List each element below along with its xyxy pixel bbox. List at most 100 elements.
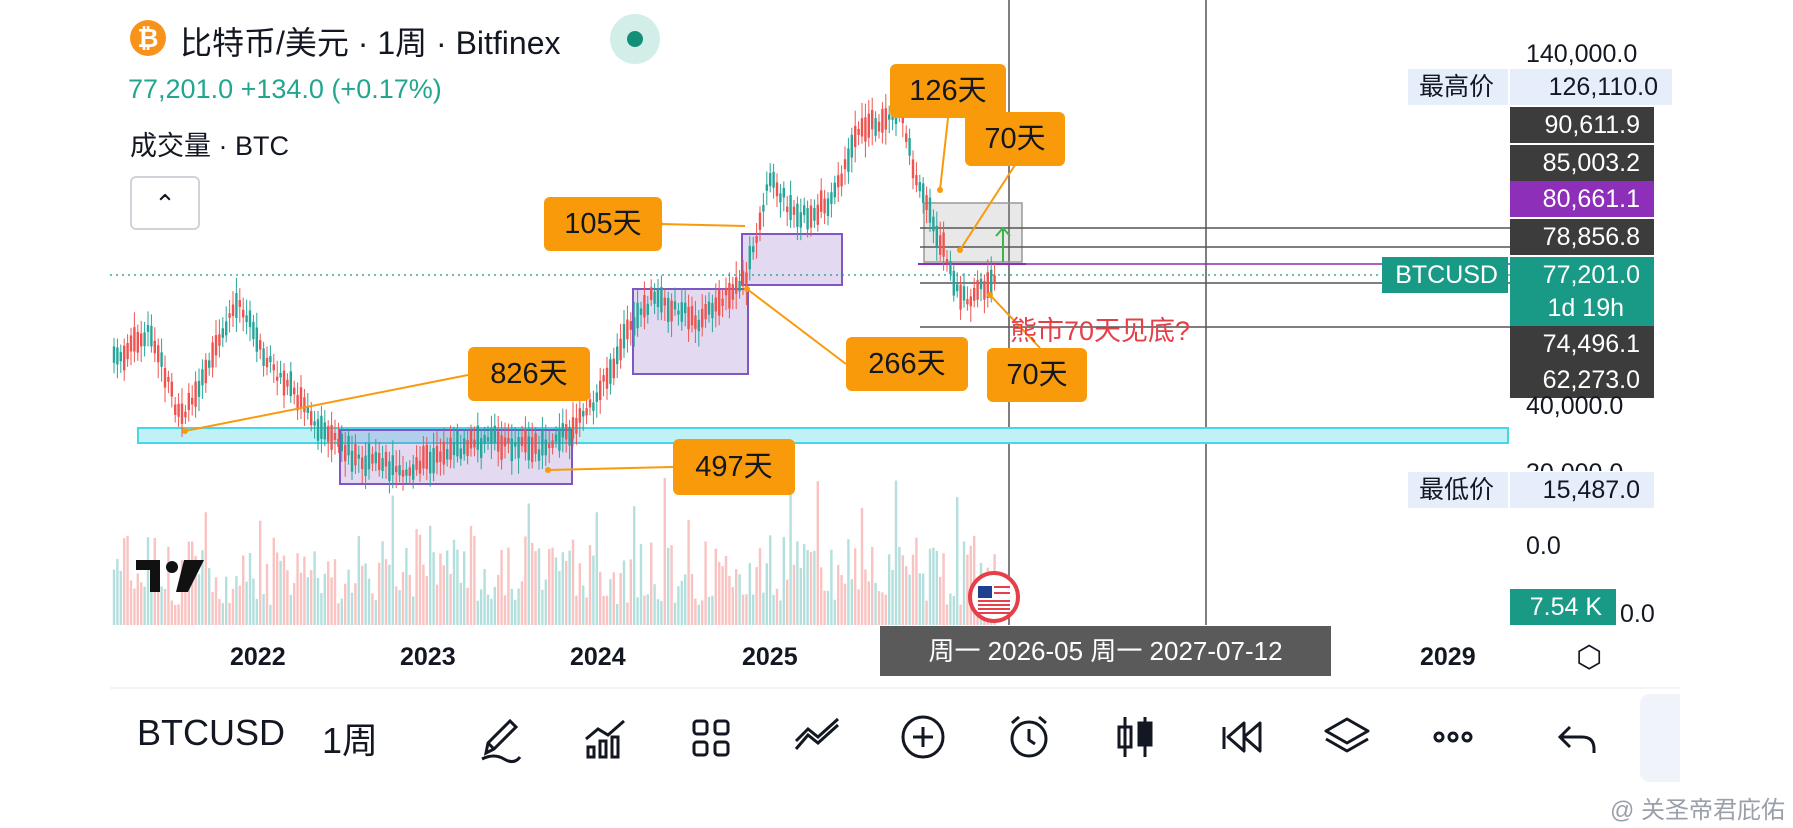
undo-icon[interactable] [1552, 709, 1602, 765]
volume-bar-14 [160, 586, 163, 625]
volume-bar-176 [711, 595, 714, 625]
candle-body-194 [772, 171, 775, 188]
volume-bar-93 [429, 525, 432, 625]
replay-icon[interactable] [1216, 709, 1266, 765]
volume-bar-160 [656, 599, 660, 625]
alarm-icon[interactable] [1004, 709, 1054, 765]
annotation-266-days[interactable]: 266天 [846, 337, 968, 391]
candle-body-211 [830, 192, 833, 204]
candle-body-27 [204, 359, 207, 384]
level-62273[interactable]: 62,273.0 [1510, 362, 1654, 398]
level-85003[interactable]: 85,003.2 [1510, 145, 1654, 181]
candle-body-200 [792, 206, 796, 215]
annotation-70-days-bottom[interactable]: 70天 [987, 348, 1087, 402]
volume-bar-42 [255, 598, 258, 625]
chart-title[interactable]: 比特币/美元 · 1周 · Bitfinex [180, 25, 561, 61]
side-panel-handle[interactable] [1640, 694, 1680, 782]
candle-body-104 [466, 440, 469, 457]
more-icon[interactable] [1428, 709, 1478, 765]
volume-bar-144 [602, 595, 605, 625]
annotation-105-days[interactable]: 105天 [544, 197, 662, 251]
candle-body-160 [656, 288, 660, 308]
volume-bar-32 [221, 603, 224, 625]
annotation-70-days-top[interactable]: 70天 [965, 112, 1065, 166]
candle-body-15 [163, 367, 167, 388]
candle-body-128 [548, 443, 551, 449]
candle-body-210 [826, 198, 830, 216]
candle-body-37 [238, 300, 241, 308]
volume-bar-2 [119, 570, 122, 625]
annotation-497-days[interactable]: 497天 [673, 439, 795, 495]
bear-market-note[interactable]: 熊市70天见底? [1010, 316, 1191, 346]
chart-settings-icon[interactable]: ⬡ [1576, 641, 1603, 674]
candle-body-107 [476, 425, 479, 450]
volume-bar-178 [718, 561, 721, 625]
candle-body-132 [561, 423, 564, 438]
volume-bar-229 [891, 569, 894, 625]
volume-bar-128 [548, 548, 551, 625]
candle-body-78 [378, 452, 381, 470]
volume-bar-150 [622, 560, 626, 625]
symbol-button[interactable]: BTCUSD [137, 712, 286, 753]
candles-icon[interactable] [1110, 709, 1160, 765]
candle-body-198 [786, 206, 789, 213]
volume-bar-190 [758, 548, 762, 625]
annotation-126-days[interactable]: 126天 [890, 64, 1006, 118]
level-78856[interactable]: 78,856.8 [1510, 219, 1654, 255]
volume-bar-235 [911, 554, 915, 625]
candle-body-189 [755, 236, 758, 243]
volume-bar-236 [915, 537, 918, 625]
us-flag-stripe-2 [978, 608, 1010, 610]
pen-icon[interactable] [474, 709, 524, 765]
candle-body-202 [799, 212, 802, 228]
tradingview-logo-left [136, 560, 160, 592]
layers-icon[interactable] [1322, 709, 1372, 765]
volume-bar-210 [826, 590, 830, 625]
volume-bar-61 [320, 593, 323, 625]
candle-body-159 [653, 291, 656, 304]
candle-body-130 [554, 434, 558, 442]
level-80661[interactable]: 80,661.1 [1510, 181, 1654, 217]
interval-button[interactable]: 1周 [322, 720, 379, 761]
candle-body-240 [928, 197, 932, 223]
volume-bar-221 [864, 569, 867, 625]
candle-body-184 [738, 280, 741, 292]
volume-bar-212 [833, 599, 836, 625]
candle-body-144 [602, 375, 605, 382]
candle-body-199 [789, 195, 792, 221]
indicators-icon[interactable] [580, 709, 630, 765]
candle-body-40 [248, 310, 252, 327]
volume-bar-39 [245, 581, 248, 625]
volume-bar-69 [347, 569, 350, 625]
candle-body-141 [592, 402, 595, 411]
volume-bar-83 [395, 586, 398, 625]
candle-body-171 [694, 315, 697, 329]
volume-bar-138 [582, 585, 585, 625]
layout-grid-icon[interactable] [686, 709, 736, 765]
volume-bar-36 [235, 576, 238, 625]
candle-body-197 [782, 187, 785, 198]
candle-body-138 [582, 410, 585, 417]
candle-body-68 [344, 444, 347, 462]
level-90611[interactable]: 90,611.9 [1510, 107, 1654, 143]
annotation-826-days[interactable]: 826天 [468, 347, 590, 401]
volume-bar-177 [714, 548, 717, 625]
volume-indicator-label[interactable]: 成交量 · BTC [130, 131, 289, 161]
candle-body-14 [160, 352, 163, 367]
volume-bar-66 [337, 603, 340, 625]
collapse-legend-button[interactable]: ⌃ [130, 176, 200, 230]
candle-body-118 [514, 442, 517, 447]
range-box-2025 [741, 233, 843, 286]
candle-body-217 [850, 134, 853, 158]
candle-body-35 [231, 304, 235, 317]
candle-body-152 [629, 320, 632, 330]
candle-body-147 [612, 358, 615, 379]
us-flag-stripe-1 [978, 604, 1010, 606]
volume-bar-5 [129, 580, 133, 625]
compare-icon[interactable] [792, 709, 842, 765]
volume-bar-202 [799, 568, 802, 625]
volume-bar-237 [918, 573, 921, 625]
add-icon[interactable] [898, 709, 948, 765]
level-74496[interactable]: 74,496.1 [1510, 326, 1654, 362]
